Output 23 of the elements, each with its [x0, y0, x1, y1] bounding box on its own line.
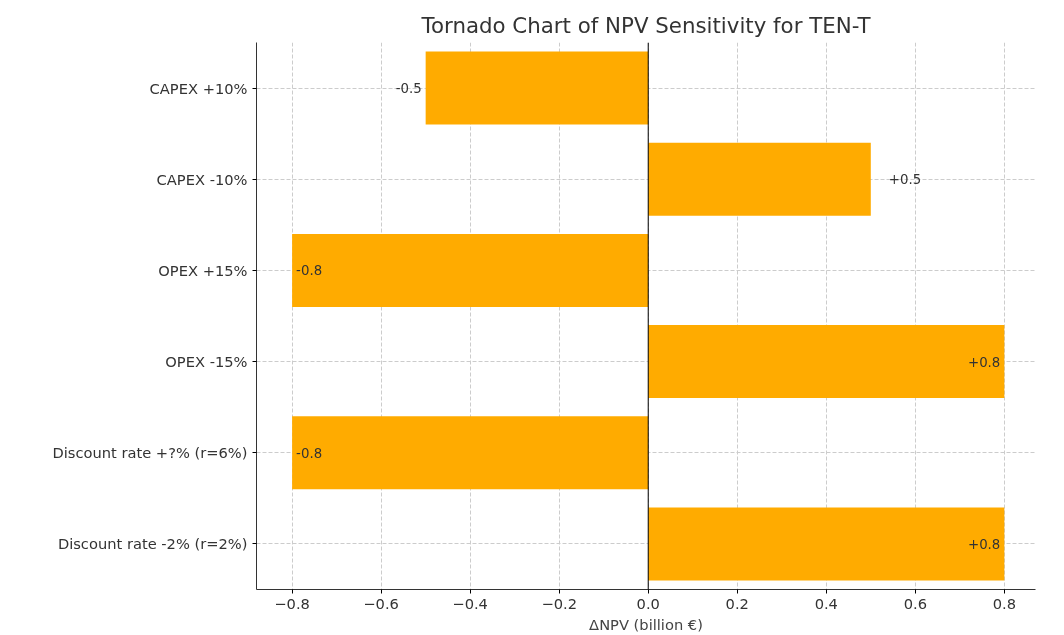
- x-tick-label: −0.6: [363, 594, 399, 612]
- x-tick-label: 0.4: [814, 594, 838, 612]
- data-label: +0.8: [967, 354, 1001, 370]
- data-label: +0.5: [888, 172, 922, 188]
- x-tick-label: 0.8: [992, 594, 1016, 612]
- x-tick-label: −0.4: [452, 594, 488, 612]
- y-tick-label: OPEX -15%: [165, 353, 248, 371]
- data-label: -0.5: [395, 81, 422, 97]
- data-label: -0.8: [296, 263, 323, 279]
- y-tick-label: Discount rate -2% (r=2%): [57, 535, 248, 553]
- x-tick-label: −0.2: [541, 594, 577, 612]
- x-tick-label: 0.2: [725, 594, 749, 612]
- y-tick-label: Discount rate +?% (r=6%): [52, 444, 248, 462]
- x-tick-label: −0.8: [274, 594, 310, 612]
- data-label: +0.8: [967, 536, 1001, 552]
- data-label: -0.8: [296, 445, 323, 461]
- chart-title: Tornado Chart of NPV Sensitivity for TEN-T: [420, 12, 872, 38]
- y-tick-label: CAPEX -10%: [156, 170, 248, 188]
- y-tick-label: OPEX +15%: [158, 261, 248, 279]
- y-tick-label: CAPEX +10%: [149, 79, 248, 97]
- x-tick-label: 0.6: [903, 594, 927, 612]
- x-axis-title: ΔNPV (billion €): [589, 615, 703, 633]
- x-tick-label: 0.0: [636, 594, 660, 612]
